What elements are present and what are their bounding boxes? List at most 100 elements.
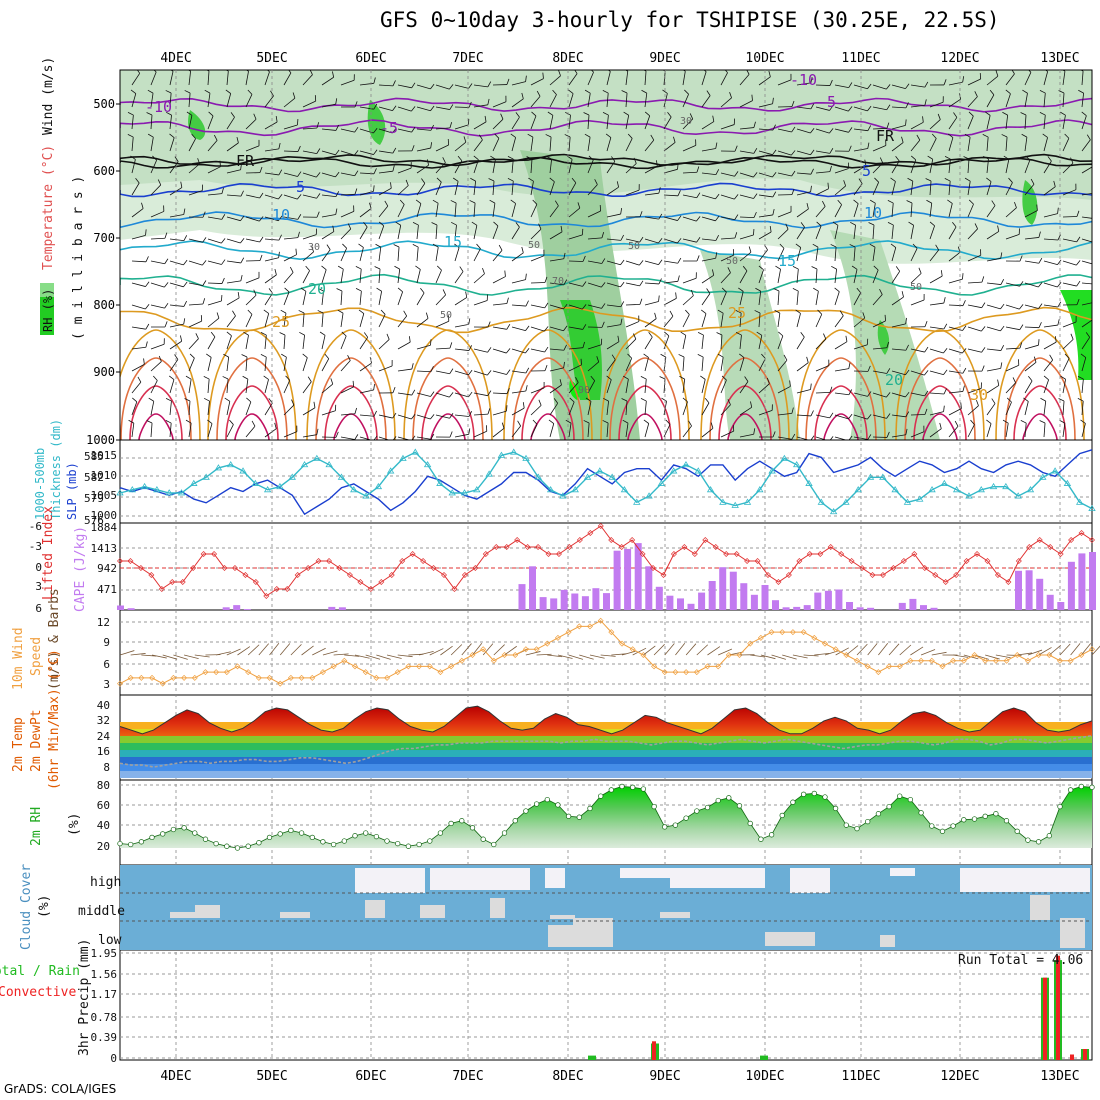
wind-barb: [606, 238, 621, 241]
wind-barb: [169, 161, 179, 174]
wind-barb: [568, 423, 572, 438]
wind-barb-flag: [164, 321, 168, 328]
wind10-barb: [643, 645, 656, 656]
wind-barb: [302, 251, 314, 262]
li-marker: [1015, 558, 1022, 564]
wind-barb: [986, 94, 995, 108]
thickness-marker: [1063, 479, 1072, 486]
wind-barb: [454, 141, 467, 152]
wind-barb-flag: [829, 128, 834, 134]
wind10-barb: [675, 643, 686, 656]
wind-barb: [606, 341, 620, 350]
wind-barb: [796, 172, 811, 175]
wind-barb: [872, 106, 887, 111]
wind-barb-flag: [633, 333, 637, 340]
wind-barb-flag: [411, 414, 416, 420]
wind-barb: [948, 81, 963, 86]
wind-barb: [606, 71, 611, 86]
temp-contour-lobe: [904, 357, 976, 440]
wind-barb: [853, 247, 856, 262]
wind-barb-flag: [547, 111, 554, 116]
wind-barb: [986, 403, 996, 416]
wind-barb-flag: [621, 90, 628, 94]
wind-speed-marker: [1046, 652, 1053, 658]
wind-barb: [796, 389, 811, 394]
wind-barb: [606, 161, 616, 174]
wind-barbs: [127, 70, 1092, 440]
wind-barb: [644, 423, 650, 438]
wind-barb: [511, 226, 520, 240]
wind-barb-flag: [675, 292, 677, 299]
wind-barb-flag: [886, 392, 891, 398]
cape-tick: 1413: [91, 542, 118, 555]
wind-barb: [739, 216, 755, 219]
wind-barb-flag: [715, 215, 720, 222]
wind-barb-flag: [412, 244, 419, 248]
wind-barb: [777, 313, 781, 328]
rh-marker: [939, 828, 946, 834]
cape-bar: [655, 586, 663, 610]
rh2m-ylabel-b: (%): [67, 813, 82, 836]
wind-barb-flag: [848, 145, 852, 152]
wind-barb: [644, 318, 657, 328]
wind-barb: [644, 401, 647, 416]
rh-marker: [608, 787, 614, 793]
wind-barb: [264, 357, 267, 372]
wind-barb-flag: [829, 165, 832, 172]
wind-barb-flag: [206, 353, 212, 358]
wind-barb-flag: [1000, 279, 1005, 285]
wind-barb: [796, 291, 799, 306]
wind-barb: [739, 100, 753, 108]
wind-barb: [492, 326, 507, 330]
cape-bar: [338, 607, 346, 610]
wind-barb: [720, 379, 727, 394]
wind-barb: [758, 172, 773, 178]
wind-barb: [1043, 186, 1056, 196]
wind-barb-flag: [515, 112, 520, 118]
wind-barb: [701, 379, 706, 394]
li-marker: [754, 558, 761, 564]
wind-barb-flag: [848, 362, 851, 369]
wind-barb-flag: [522, 402, 525, 409]
contour-label: 20: [308, 280, 326, 298]
wind-barb: [302, 270, 310, 284]
wind-tick: 12: [97, 616, 110, 629]
wind-barb: [891, 348, 906, 351]
wind-barb-flag: [335, 191, 340, 197]
wind-barb-flag: [1020, 420, 1027, 424]
wind-barb: [1062, 321, 1077, 328]
wind-barb-flag: [297, 145, 301, 152]
wind-barb-flag: [1086, 134, 1091, 141]
wind-barb: [511, 304, 526, 307]
wind-barb-flag: [768, 70, 771, 77]
wind-barb: [948, 98, 961, 108]
wind-barb-flag: [302, 353, 308, 358]
cape-bar: [835, 589, 843, 610]
wind-barb-flag: [411, 106, 416, 112]
wind-barb: [1062, 93, 1065, 108]
panel-frame: [119, 439, 1093, 524]
wind-barb-flag: [478, 134, 483, 141]
wind-barb-flag: [867, 105, 872, 112]
wind-barb: [340, 291, 343, 306]
temp-tick: 8: [103, 761, 110, 774]
wind-barb: [568, 234, 583, 240]
wind-barb-flag: [229, 419, 234, 425]
wind-barb-flag: [774, 309, 781, 314]
wind-barb-flag: [775, 265, 781, 270]
wind-barb-flag: [734, 171, 739, 177]
wind-barb-flag: [223, 353, 229, 358]
wind-barb: [1062, 216, 1078, 218]
contour-label: 50: [910, 282, 922, 293]
wind-barb-flag: [240, 190, 244, 197]
wind-barb-flag: [392, 128, 397, 134]
rh-marker: [843, 822, 849, 828]
wind-barb-flag: [500, 113, 504, 120]
wind10-barb: [258, 643, 269, 656]
wind-barb-flag: [791, 150, 796, 156]
wind-barb: [302, 127, 317, 130]
wind-barb: [929, 411, 944, 416]
day-label-bottom: 8DEC: [552, 1069, 583, 1084]
wind-barb-flag: [326, 244, 331, 250]
wind-barb-flag: [463, 136, 467, 143]
